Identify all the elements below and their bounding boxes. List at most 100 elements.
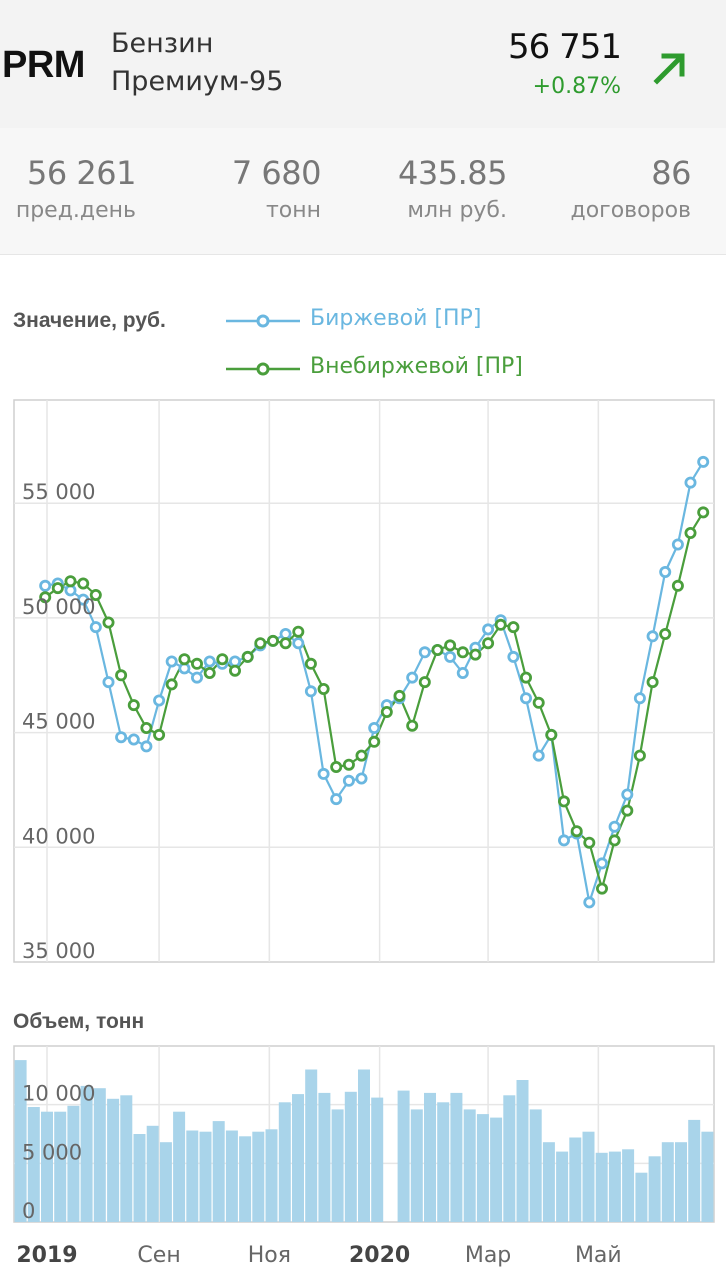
stat-prev-day: 56 261 пред.день [15,154,137,223]
data-point [406,719,419,732]
data-point [596,882,609,895]
price-plot-frame [13,399,715,963]
data-point [431,643,444,656]
volume-bar [358,1069,370,1222]
data-point [241,650,254,663]
volume-bar [569,1137,582,1222]
volume-bar [159,1142,172,1222]
volume-bar [371,1097,384,1222]
data-point [102,616,115,629]
data-point [520,671,533,684]
data-point [444,639,457,652]
volume-tick-label: 10 000 [22,1082,95,1106]
volume-bar [252,1131,265,1222]
data-point [292,625,305,638]
data-point [165,678,178,691]
volume-bar [318,1092,331,1222]
data-point [190,657,203,670]
data-point [671,579,684,592]
data-point [330,760,343,773]
volume-chart[interactable]: 0 5 000 10 000 2019 Сен Ноя 2020 Мар Май [0,1030,726,1280]
stat-value: 7 680 [231,154,322,192]
data-point [621,788,634,801]
data-point [583,896,596,909]
legend-line-marker [226,362,300,376]
data-point [444,650,457,663]
data-point [608,834,621,847]
price-change: +0.87% [532,74,621,99]
volume-bar [278,1102,291,1222]
volume-bar [239,1136,252,1222]
data-point [368,735,381,748]
data-point [140,740,153,753]
data-point [393,689,406,702]
data-point [153,694,166,707]
data-point [355,772,368,785]
data-point [545,728,558,741]
data-point [317,682,330,695]
price-chart[interactable]: 35 000 40 000 45 000 50 000 55 000 [0,390,726,990]
volume-bar [648,1156,661,1222]
data-point [697,455,710,468]
data-point [228,664,241,677]
data-point [203,666,216,679]
volume-bar [410,1109,423,1222]
data-point [178,653,191,666]
arrow-up-right-icon [653,53,685,85]
volume-bar [490,1117,503,1222]
data-point [406,671,419,684]
volume-bar [93,1088,106,1222]
volume-bar [344,1091,357,1222]
data-point [342,774,355,787]
data-point [659,627,672,640]
data-point [671,538,684,551]
volume-bar [529,1109,542,1222]
data-point [355,749,368,762]
volume-bar [675,1142,687,1222]
data-point [507,650,520,663]
volume-bar [54,1111,67,1222]
volume-bar [622,1149,635,1222]
data-point [532,696,545,709]
data-point [558,834,571,847]
data-point [342,758,355,771]
volume-bar [14,1060,27,1222]
stat-value: 435.85 [398,154,507,192]
volume-bar [305,1069,318,1222]
price-tick-label: 50 000 [22,595,95,619]
data-point [633,749,646,762]
data-point [583,836,596,849]
data-point [39,579,52,592]
data-point [153,728,166,741]
stat-label: млн руб. [407,198,507,223]
x-tick-label: 2020 [349,1243,410,1268]
stat-contracts: 86 договоров [570,154,691,223]
data-point [77,593,90,606]
data-point [646,676,659,689]
product-name-line1: Бензин [111,28,214,59]
data-point [279,637,292,650]
volume-bar [476,1114,489,1222]
volume-bar [701,1131,714,1222]
data-point [89,588,102,601]
data-point [368,721,381,734]
current-price: 56 751 [508,27,622,67]
data-point [115,731,128,744]
volume-bar [225,1130,238,1222]
data-point [482,623,495,636]
volume-bar [120,1095,133,1222]
data-point [102,676,115,689]
volume-bar [133,1134,146,1222]
data-point [482,637,495,650]
data-point [77,577,90,590]
data-point [456,666,469,679]
data-point [659,565,672,578]
stat-label: пред.день [15,198,136,223]
volume-bar [397,1090,410,1222]
data-point [608,820,621,833]
volume-bar [516,1080,529,1222]
data-point [216,653,229,666]
volume-bar [186,1130,199,1222]
volume-tick-label: 5 000 [22,1140,82,1164]
volume-bar [27,1107,40,1222]
